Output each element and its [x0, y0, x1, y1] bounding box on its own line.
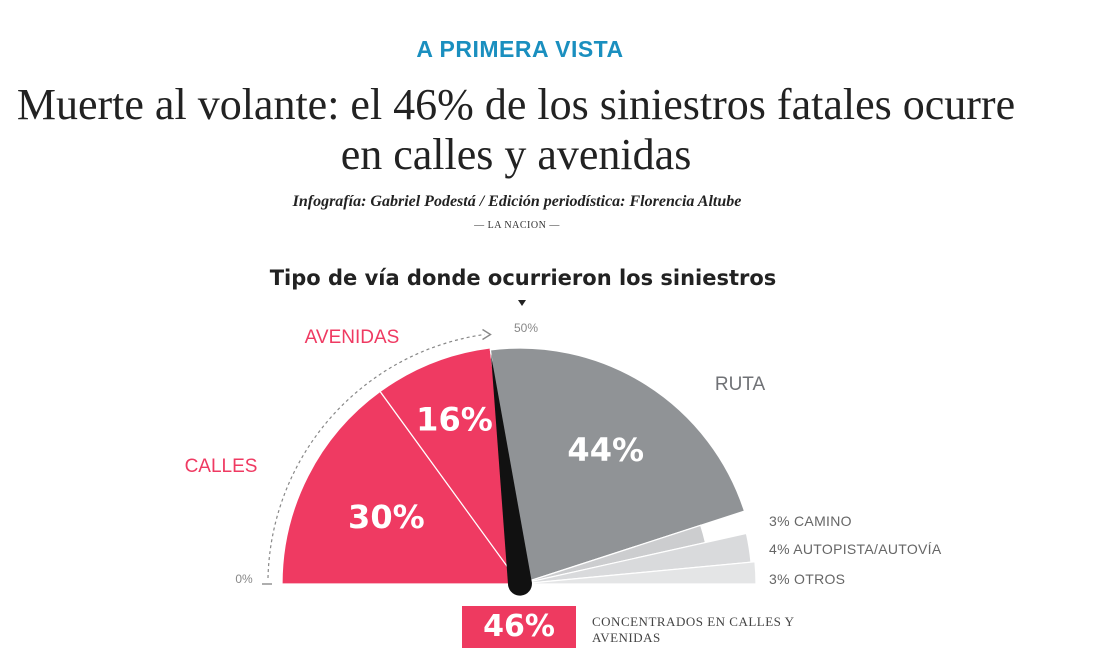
total-percentage-badge: 46% — [462, 606, 576, 648]
scale-label-start: 0% — [235, 572, 253, 586]
range-arc-arrowhead — [482, 328, 492, 341]
minor-slice-label: 3% OTROS — [769, 571, 845, 587]
scale-label-mid: 50% — [514, 321, 538, 335]
slice-value-label: 30% — [348, 498, 425, 536]
chart-title: Tipo de vía donde ocurrieron los siniest… — [269, 266, 777, 290]
total-note: CONCENTRADOS EN CALLES Y AVENIDAS — [592, 614, 795, 645]
title-marker — [518, 300, 526, 306]
minor-slice-label: 4% AUTOPISTA/AUTOVÍA — [769, 541, 942, 557]
slice-value-label: 44% — [567, 431, 644, 469]
category-label-calles: CALLES — [185, 456, 258, 477]
slice-value-label: 16% — [416, 400, 493, 438]
slice-calles — [281, 390, 522, 585]
slice-ruta — [489, 347, 746, 585]
source-line: — LA NACION — — [474, 220, 560, 231]
section-kicker: A PRIMERA VISTA — [416, 36, 624, 62]
range-arc-arrow — [267, 333, 485, 579]
category-label-avenidas: AVENIDAS — [305, 327, 400, 348]
credits-line: Infografía: Gabriel Podestá / Edición pe… — [292, 193, 742, 210]
slice-minor-5 — [519, 561, 757, 585]
category-label-ruta: RUTA — [715, 374, 766, 395]
slice-avenidas — [379, 347, 521, 585]
headline: Muerte al volante: el 46% de los siniest… — [16, 80, 1016, 179]
pointer-needle — [490, 353, 532, 596]
minor-slice-label: 3% CAMINO — [769, 513, 852, 529]
